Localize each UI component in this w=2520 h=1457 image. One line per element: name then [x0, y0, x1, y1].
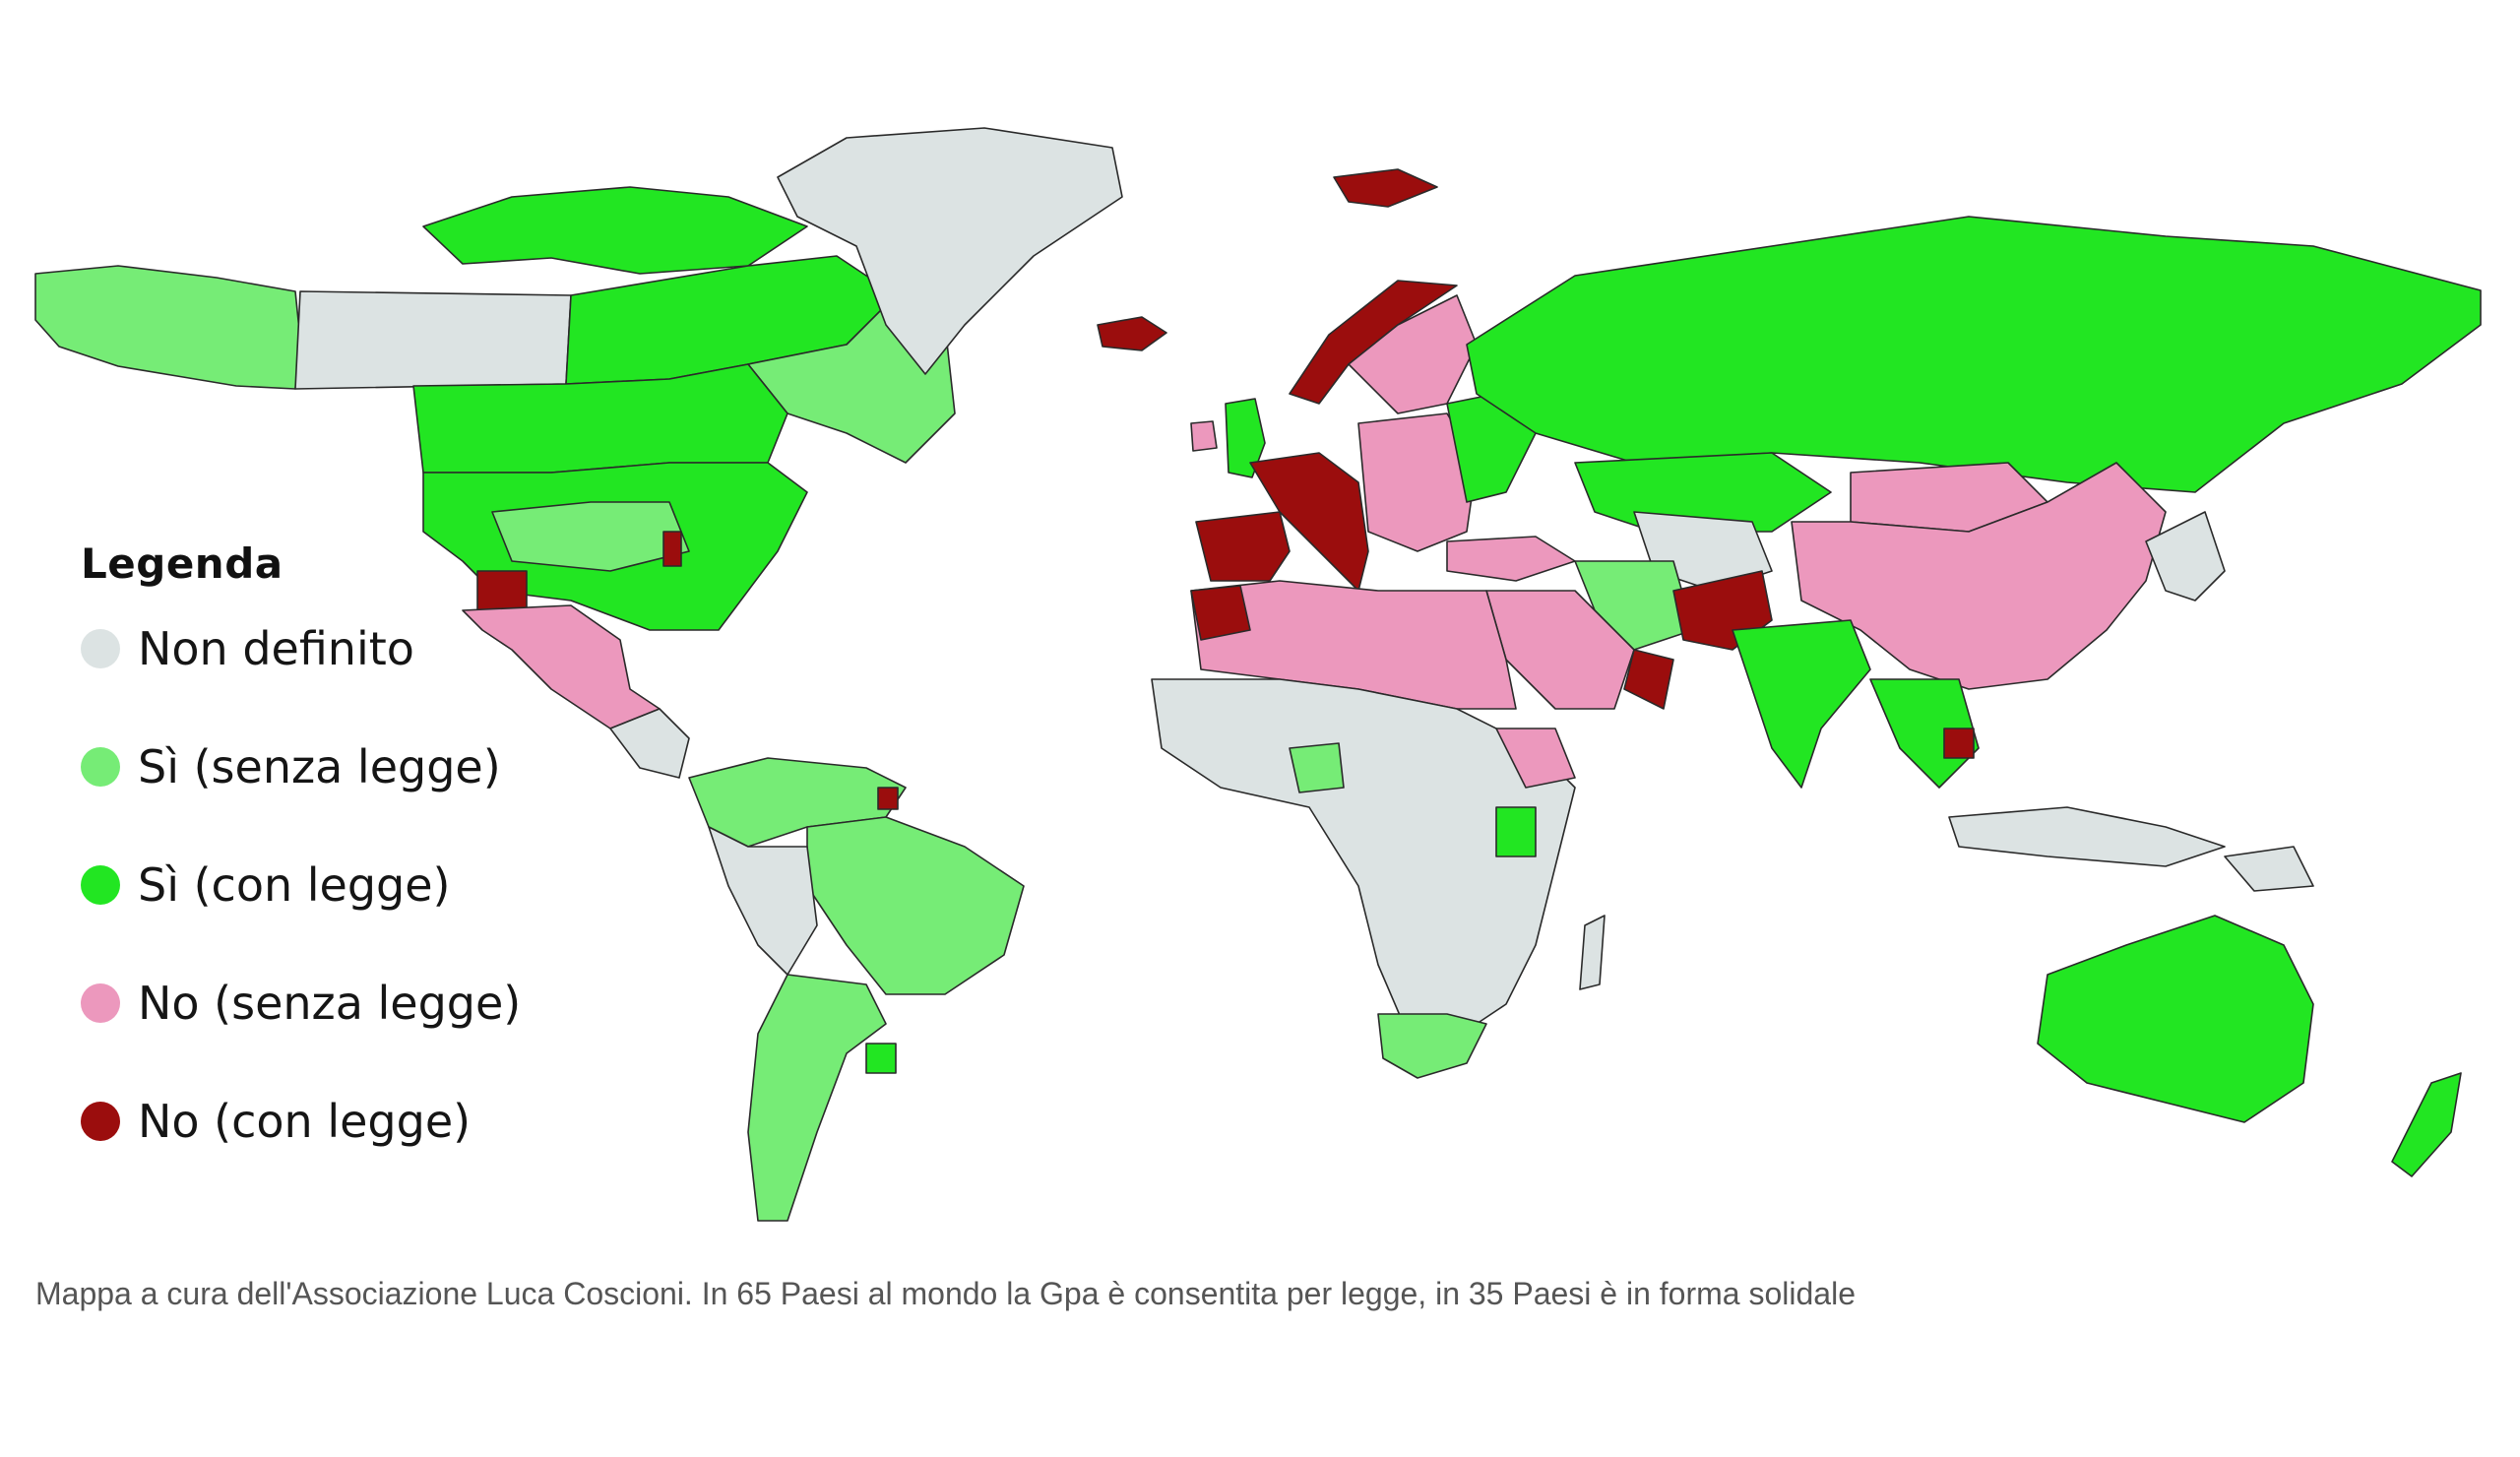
region-alaska [34, 265, 301, 390]
region-kenya [1495, 806, 1537, 857]
region-oman [1623, 649, 1674, 710]
legend-label: No (con legge) [138, 1095, 472, 1148]
region-iceland [1097, 316, 1167, 351]
region-guiana [877, 787, 899, 810]
world-map-svg [34, 127, 2482, 1222]
region-nigeria [1289, 742, 1345, 793]
region-north-africa [1190, 580, 1517, 710]
region-india [1732, 619, 1871, 789]
legend-label: Non definito [138, 622, 414, 675]
legend-swatch [81, 983, 120, 1023]
region-morocco [1190, 585, 1251, 641]
region-new-zealand [2391, 1072, 2462, 1177]
region-ireland [1190, 420, 1218, 452]
legend: Legenda Non definito Sì (senza legge) Sì… [81, 539, 521, 1151]
legend-swatch [81, 747, 120, 787]
region-norway [1289, 280, 1458, 405]
legend-swatch [81, 1102, 120, 1141]
region-turkey [1446, 536, 1576, 582]
legend-item-si-con-legge: Sì (con legge) [81, 855, 521, 915]
region-andes [708, 826, 818, 976]
region-korea-japan [2145, 511, 2226, 602]
region-canada-arctic [422, 186, 808, 275]
region-argentina [747, 974, 887, 1222]
region-uk [1225, 398, 1266, 478]
region-russia [1466, 216, 2482, 493]
region-svalbard [1333, 168, 1438, 208]
legend-swatch [81, 629, 120, 668]
region-sub-saharan [1151, 678, 1576, 1045]
region-australia [2037, 915, 2314, 1123]
region-south-africa [1377, 1013, 1487, 1079]
legend-item-non-definito: Non definito [81, 619, 521, 678]
region-greenland [777, 127, 1123, 375]
legend-label: No (senza legge) [138, 977, 522, 1030]
region-uruguay [865, 1043, 897, 1074]
region-canada-west [294, 290, 572, 390]
region-us-inner [491, 501, 690, 572]
region-indonesia [1948, 806, 2226, 867]
region-madagascar [1579, 915, 1606, 990]
region-cambodia [1943, 728, 1975, 759]
legend-item-no-senza-legge: No (senza legge) [81, 974, 521, 1033]
region-spain-portugal [1195, 511, 1291, 582]
region-central-europe [1357, 412, 1478, 552]
region-ethiopia [1495, 728, 1576, 789]
region-central-america [609, 708, 690, 779]
map-caption: Mappa a cura dell'Associazione Luca Cosc… [35, 1276, 1856, 1311]
region-michigan [662, 531, 682, 567]
legend-item-no-con-legge: No (con legge) [81, 1092, 521, 1151]
legend-title: Legenda [81, 539, 284, 588]
legend-label: Sì (senza legge) [138, 740, 501, 793]
region-brazil [806, 816, 1025, 995]
region-papua [2224, 846, 2314, 892]
region-france-italy [1249, 452, 1369, 592]
region-iran-gulf [1574, 560, 1694, 651]
legend-item-si-senza-legge: Sì (senza legge) [81, 737, 521, 796]
region-china [1791, 462, 2167, 690]
world-map [34, 127, 2482, 1222]
legend-swatch [81, 865, 120, 905]
legend-label: Sì (con legge) [138, 858, 451, 912]
region-southeast-asia [1869, 678, 1980, 789]
